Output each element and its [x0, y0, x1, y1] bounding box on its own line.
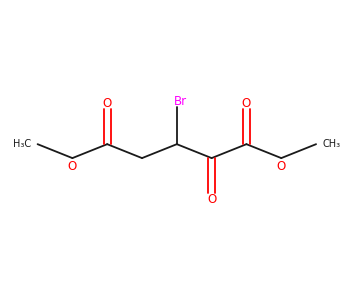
Text: H₃C: H₃C [13, 139, 31, 149]
Text: O: O [207, 193, 216, 206]
Text: CH₃: CH₃ [323, 139, 341, 149]
Text: O: O [276, 160, 286, 173]
Text: O: O [103, 97, 112, 110]
Text: Br: Br [174, 95, 187, 108]
Text: O: O [242, 97, 251, 110]
Text: O: O [68, 160, 77, 173]
